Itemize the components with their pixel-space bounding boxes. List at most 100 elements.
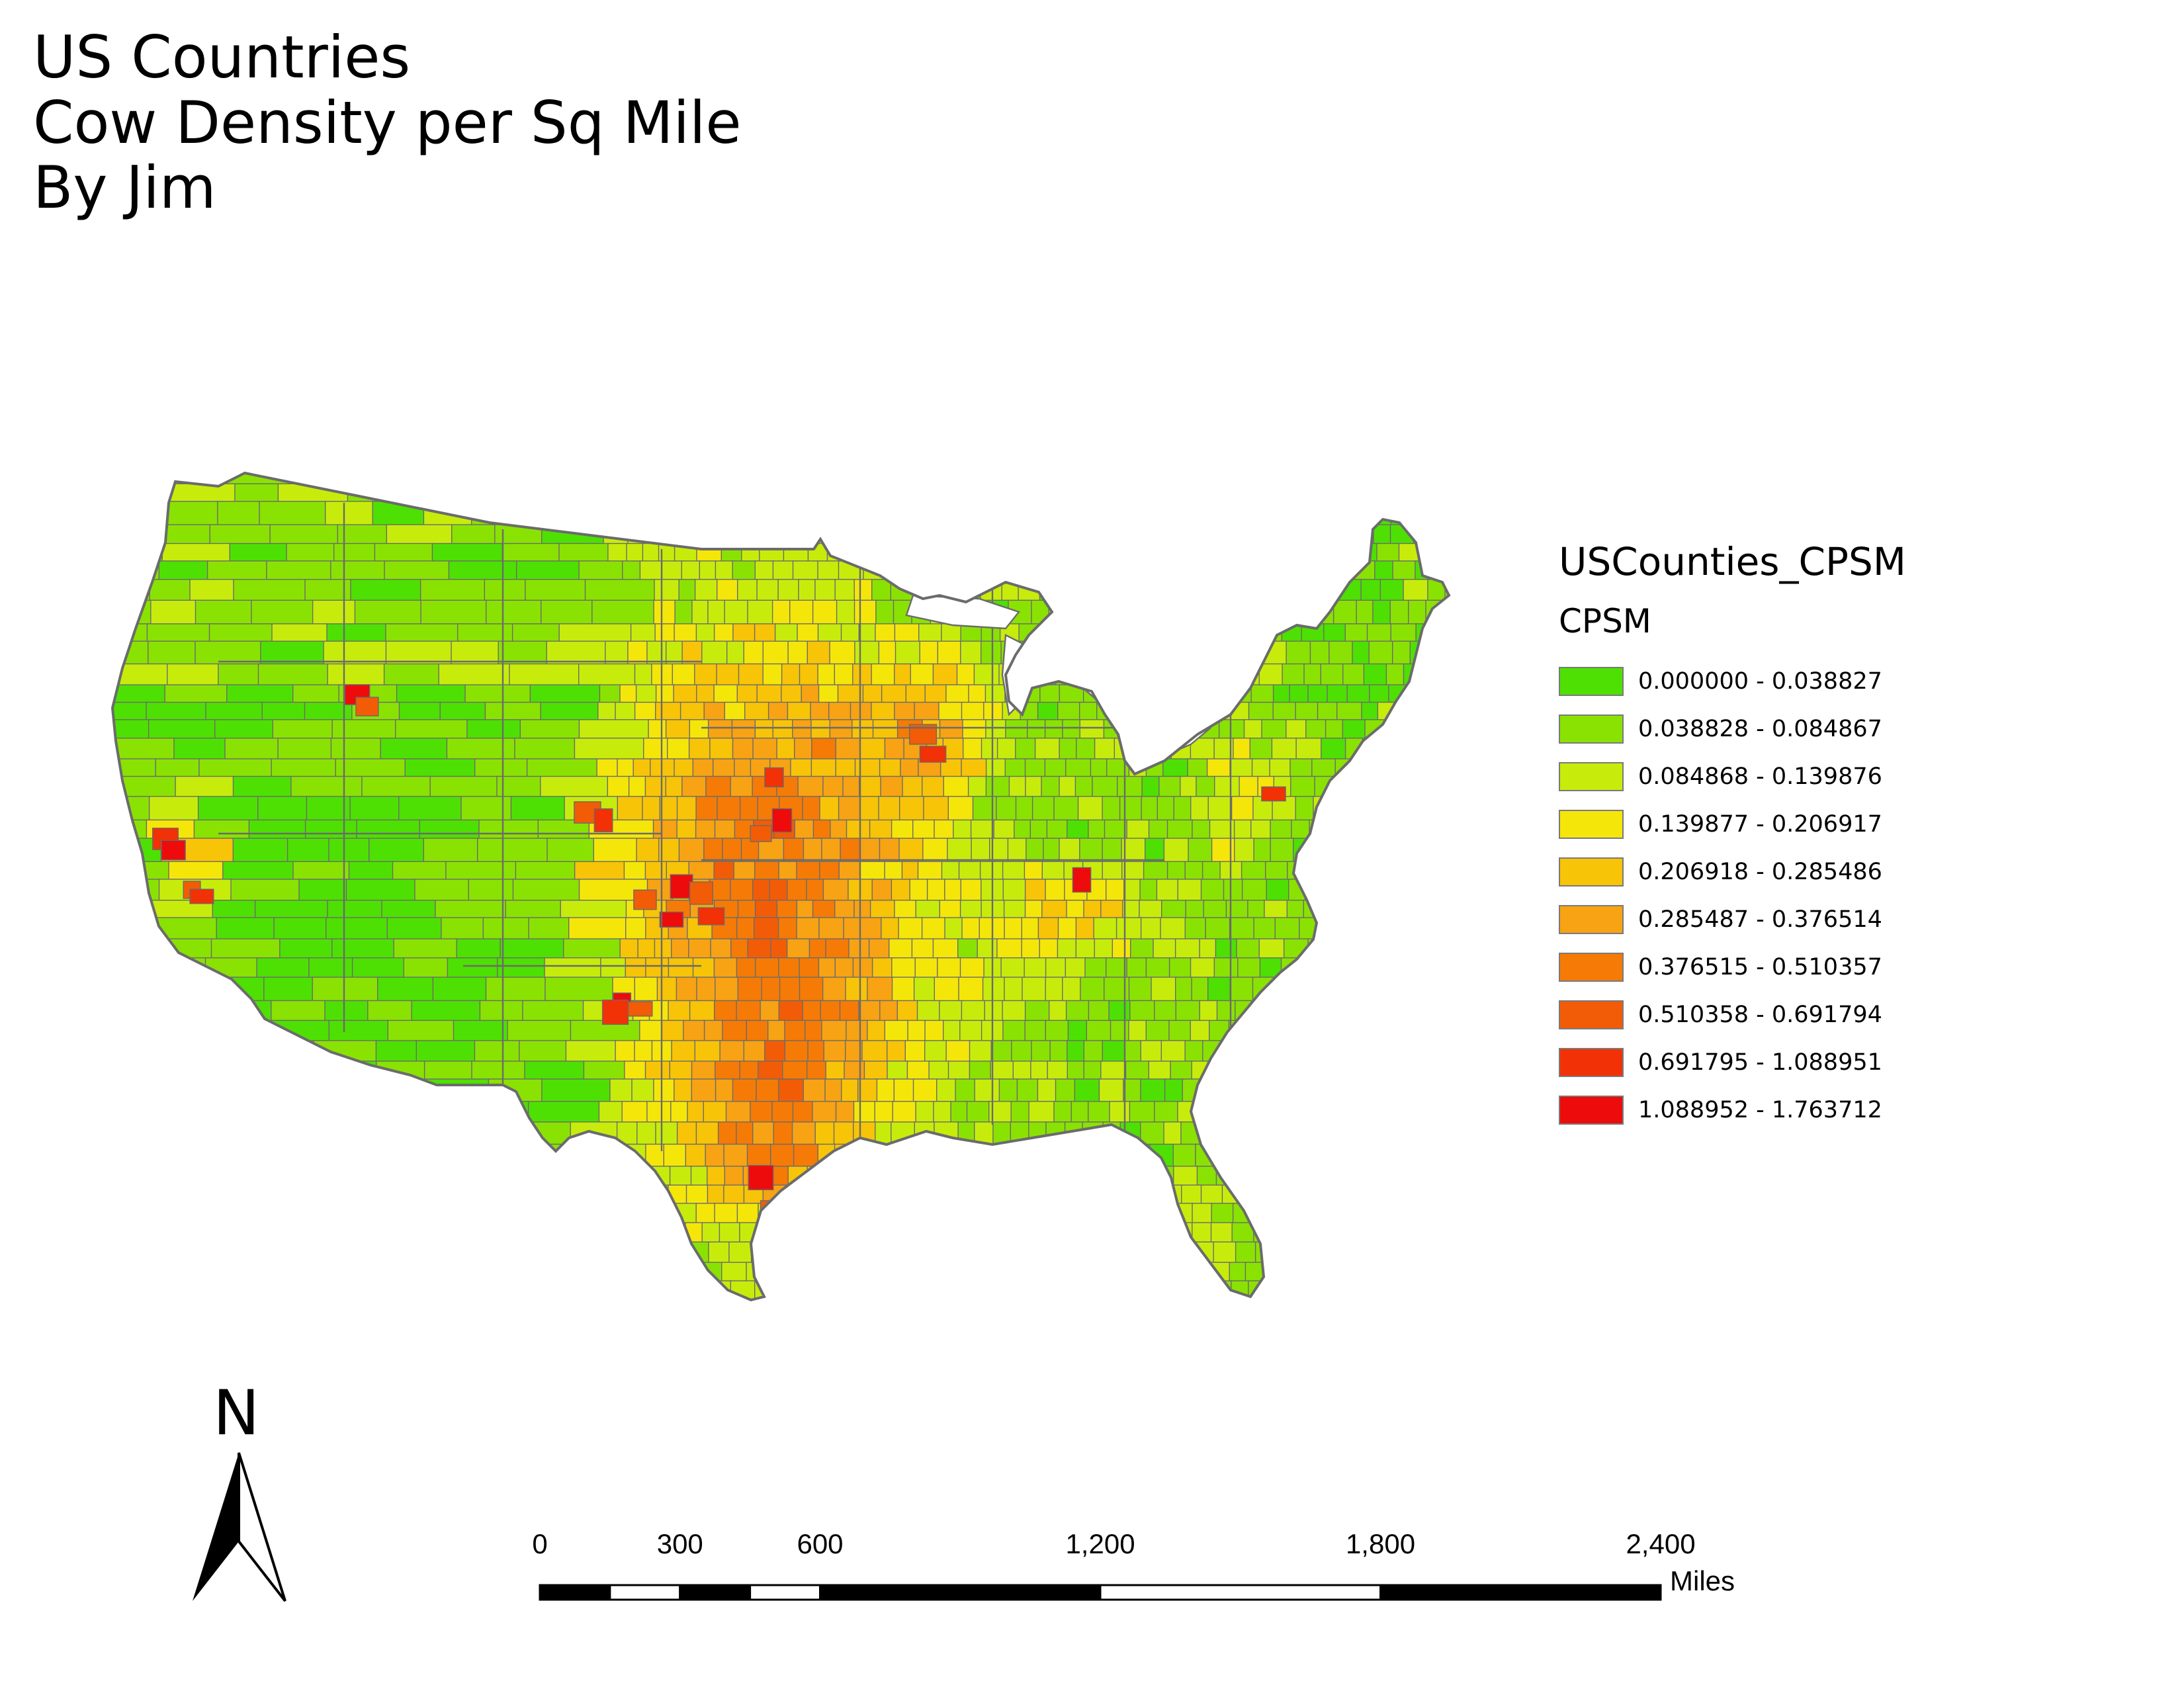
county-cell (707, 599, 726, 625)
county-cell (1376, 483, 1396, 502)
county-cell (966, 501, 991, 526)
county-cell (926, 483, 951, 502)
county-cell (810, 758, 837, 777)
county-cell (881, 1222, 906, 1243)
county-cell (1374, 560, 1394, 581)
county-cell (1311, 758, 1336, 777)
county-cell (1310, 524, 1334, 544)
county-cell (724, 1166, 744, 1186)
county-cell (744, 701, 769, 720)
legend-label: 0.206918 - 0.285486 (1638, 859, 1882, 885)
county-cell (1338, 1121, 1362, 1145)
county-cell (644, 861, 668, 881)
county-cell (1446, 1040, 1449, 1062)
county-cell (1403, 579, 1429, 601)
county-cell (1190, 1019, 1210, 1042)
county-cell (703, 838, 724, 863)
county-cell (821, 1019, 848, 1042)
county-cell (787, 640, 808, 665)
county-cell (777, 579, 800, 601)
county-cell (1447, 737, 1449, 760)
county-cell (1307, 684, 1329, 703)
scale-segment (609, 1584, 681, 1601)
county-cell (857, 501, 879, 526)
county-cell (947, 524, 967, 544)
county-cell (722, 1019, 748, 1042)
county-cell (1173, 796, 1192, 821)
county-cell (950, 1143, 974, 1168)
county-cell (985, 775, 1010, 797)
county-cell (1361, 1143, 1387, 1168)
county-cell (1377, 1078, 1401, 1102)
county-cell (112, 1203, 175, 1242)
county-cell (1202, 701, 1227, 720)
county-cell (1442, 483, 1449, 502)
county-cell (1024, 1000, 1050, 1021)
county-cell (1270, 599, 1290, 625)
county-cell (785, 1241, 805, 1264)
county-cell (1454, 1262, 1477, 1281)
legend-items: 0.000000 - 0.038827 0.038828 - 0.084867 0.… (1559, 658, 1956, 1134)
county-cell (471, 1222, 533, 1258)
county-cell (808, 938, 827, 959)
county-cell (631, 1078, 655, 1102)
county-cell (1150, 599, 1174, 625)
county-cell (757, 501, 779, 526)
county-hotspot (624, 1001, 653, 1017)
county-cell (784, 1019, 806, 1042)
county-cell (1100, 483, 1125, 502)
scale-segment (1379, 1584, 1662, 1601)
county-cell (916, 1184, 934, 1205)
county-cell (1353, 1203, 1377, 1224)
county-cell (954, 1184, 978, 1205)
county-cell (1130, 1203, 1151, 1224)
county-cell (893, 663, 912, 686)
county-cell (701, 640, 728, 665)
county-cell (993, 1280, 1017, 1300)
county-cell (1254, 1241, 1278, 1264)
county-cell (963, 1262, 984, 1282)
county-cell (1223, 640, 1244, 665)
county-cell (694, 663, 718, 686)
scale-bar: 0 300 600 1,200 1,800 2,400 Miles (529, 1528, 1786, 1634)
county-cell (714, 1203, 738, 1224)
county-cell (628, 1280, 648, 1300)
county-cell (683, 1019, 705, 1042)
county-cell (752, 1121, 775, 1145)
county-cell (1105, 879, 1125, 901)
county-cell (1177, 524, 1195, 544)
county-cell (1235, 623, 1262, 642)
county-cell (937, 473, 963, 485)
county-cell (547, 1262, 613, 1298)
county-cell (1227, 473, 1254, 485)
county-cell (1431, 1262, 1449, 1282)
county-cell (796, 861, 820, 881)
county-cell (1257, 1060, 1282, 1080)
county-cell (1004, 1262, 1029, 1282)
county-cell (1375, 473, 1402, 485)
county-cell (541, 1280, 613, 1300)
county-cell (1327, 1101, 1346, 1123)
county-cell (541, 1299, 599, 1300)
county-cell (1037, 917, 1059, 940)
county-cell (943, 1203, 964, 1224)
county-cell (1442, 1078, 1449, 1102)
county-cell (1030, 1060, 1049, 1080)
county-cell (279, 1101, 337, 1139)
county-cell (834, 899, 855, 919)
county-cell (884, 737, 905, 760)
county-cell (1376, 542, 1400, 562)
county-cell (1024, 1019, 1047, 1042)
county-cell (474, 473, 543, 496)
county-cell (307, 1280, 361, 1300)
county-cell (928, 1060, 949, 1080)
county-cell (646, 1101, 672, 1123)
county-cell (1398, 701, 1419, 720)
county-cell (1176, 663, 1200, 686)
county-cell (1400, 917, 1424, 940)
county-cell (1397, 758, 1417, 777)
county-cell (932, 938, 959, 959)
county-cell (314, 1222, 356, 1262)
county-cell (838, 796, 861, 821)
county-cell (1250, 579, 1276, 601)
